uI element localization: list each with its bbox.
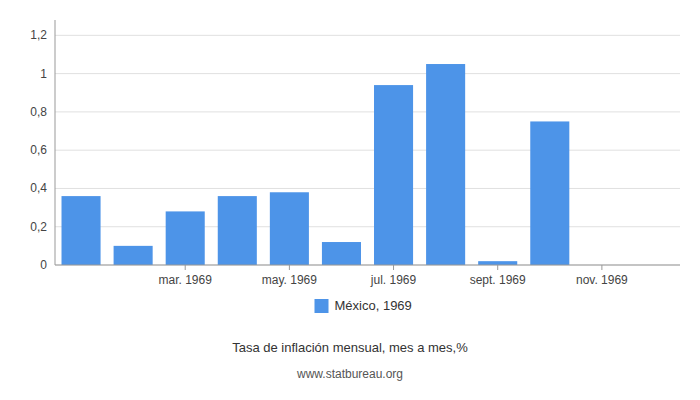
grid — [55, 35, 680, 265]
x-tick — [289, 265, 290, 270]
grid-line — [55, 188, 680, 189]
x-tick — [393, 265, 394, 270]
chart: 0 0,2 0,4 0,6 0,8 1 1,2 mar. 1969 may. 1969 jul. … — [0, 0, 700, 400]
bar — [530, 121, 569, 265]
y-tick-label: 0,8 — [30, 105, 47, 119]
x-tick — [185, 265, 186, 270]
bar — [114, 246, 153, 265]
bar — [166, 211, 205, 265]
bar — [218, 196, 257, 265]
x-tick — [497, 265, 498, 270]
grid-line — [55, 111, 680, 112]
x-tick-label: mar. 1969 — [159, 273, 213, 287]
grid-line — [55, 73, 680, 74]
bar — [270, 192, 309, 265]
y-tick-label: 1,2 — [30, 28, 47, 42]
x-tick-label: jul. 1969 — [370, 273, 417, 287]
title: Tasa de inflación mensual, mes a mes,% — [232, 340, 468, 355]
y-tick-label: 0,4 — [30, 181, 47, 195]
grid-line — [55, 265, 680, 266]
legend: México, 1969 — [315, 298, 412, 313]
subtitle: www.statbureau.org — [296, 367, 403, 381]
y-tick-label: 0,2 — [30, 220, 47, 234]
bar — [478, 261, 517, 265]
x-axis-line — [55, 265, 680, 266]
bar — [62, 196, 101, 265]
y-tick-label: 0,6 — [30, 143, 47, 157]
grid-line — [55, 150, 680, 151]
legend-label: México, 1969 — [335, 298, 412, 313]
x-axis: mar. 1969 may. 1969 jul. 1969 sept. 1969 nov… — [55, 265, 680, 287]
bar — [374, 85, 413, 265]
bar — [426, 64, 465, 265]
x-tick-label: nov. 1969 — [576, 273, 628, 287]
y-tick-label: 0 — [40, 258, 47, 272]
legend-swatch — [315, 299, 329, 313]
grid-line — [55, 226, 680, 227]
bars — [62, 64, 570, 265]
x-tick-label: sept. 1969 — [470, 273, 526, 287]
y-tick-label: 1 — [40, 67, 47, 81]
x-tick-label: may. 1969 — [262, 273, 317, 287]
grid-line — [55, 35, 680, 36]
x-tick — [601, 265, 602, 270]
bar — [322, 242, 361, 265]
y-axis-line — [55, 20, 56, 265]
y-axis: 0 0,2 0,4 0,6 0,8 1 1,2 — [30, 20, 55, 272]
